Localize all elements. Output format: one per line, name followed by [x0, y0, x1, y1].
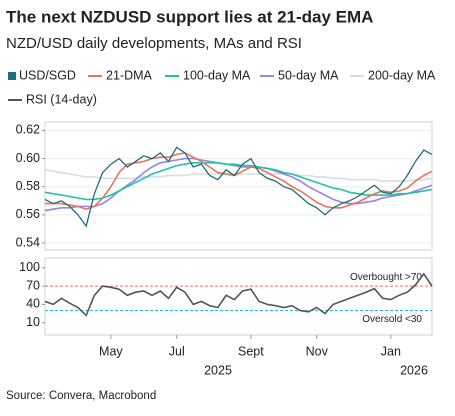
x-tick-label: May [99, 344, 123, 358]
y-tick-label: 0.58 [16, 179, 40, 193]
series-line [44, 157, 433, 212]
x-tick-label: Jul [169, 344, 185, 358]
chart-title: The next NZDUSD support lies at 21-day E… [6, 7, 373, 26]
x-year-label: 2026 [400, 363, 428, 377]
x-tick-label: Nov [306, 344, 329, 358]
source-note: Source: Convera, Macrobond [6, 390, 156, 402]
legend-label: USD/SGD [19, 68, 76, 82]
y-tick-label: 70 [26, 278, 40, 292]
legend-swatch [8, 72, 16, 80]
chart-subtitle: NZD/USD daily developments, MAs and RSI [6, 35, 302, 52]
legend-label: 200-day MA [368, 68, 436, 82]
y-tick-label: 0.54 [16, 235, 40, 249]
plot-frame [44, 257, 433, 336]
series-line [44, 162, 433, 201]
series-line [45, 152, 433, 211]
legend-label: RSI (14-day) [26, 92, 97, 106]
x-year-label: 2025 [204, 363, 232, 377]
legend-label: 50-day MA [278, 68, 339, 82]
y-tick-label: 0.60 [16, 151, 40, 165]
x-tick-label: Sept [238, 344, 264, 358]
y-tick-label: 0.56 [16, 207, 40, 221]
reference-label: Overbought >70 [350, 272, 422, 283]
y-tick-label: 0.62 [16, 123, 40, 137]
y-tick-label: 10 [26, 315, 40, 329]
y-tick-label: 40 [26, 297, 40, 311]
y-tick-label: 100 [19, 260, 40, 274]
series-line [44, 146, 433, 228]
x-tick-label: Jan [381, 344, 401, 358]
series-line [44, 272, 433, 317]
reference-label: Oversold <30 [362, 314, 422, 325]
legend-label: 21-DMA [106, 68, 153, 82]
legend-label: 100-day MA [183, 68, 251, 82]
